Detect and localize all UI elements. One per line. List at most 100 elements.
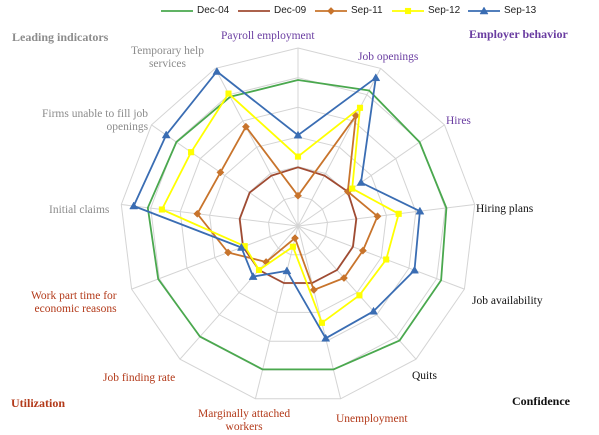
axis-label-marginally-attached-workers: Marginally attached workers xyxy=(198,408,290,434)
point-sep-11-job-availability xyxy=(358,246,367,255)
legend-swatch-sep-12 xyxy=(392,7,424,15)
legend-label-sep-13: Sep-13 xyxy=(504,5,537,16)
point-sep-13-marginally-attached-workers xyxy=(282,266,292,275)
grid-ring xyxy=(209,136,387,313)
spoke-hiring-plans xyxy=(297,204,475,227)
axis-label-line: Hiring plans xyxy=(476,203,534,215)
grid-ring xyxy=(120,47,476,400)
axis-label-line: Initial claims xyxy=(49,204,110,216)
axis-label-line: economic reasons xyxy=(34,303,117,315)
point-sep-12-initial-claims xyxy=(158,206,165,213)
point-sep-13-job-finding-rate xyxy=(248,272,258,280)
point-sep-12-firms-unable-to-fill-job-openings xyxy=(188,149,195,156)
axis-label-line: Marginally attached xyxy=(198,408,291,420)
legend-swatch-sep-13 xyxy=(468,6,500,15)
axis-label-line: openings xyxy=(106,121,149,133)
point-sep-11-hiring-plans xyxy=(373,212,382,221)
legend-label-dec-09: Dec-09 xyxy=(274,5,307,16)
series-line-dec-04 xyxy=(146,79,448,371)
axis-label-hires: Hires xyxy=(446,115,471,128)
axis-label-line: workers xyxy=(225,421,263,433)
legend-swatch-sep-11 xyxy=(315,7,347,15)
radar-grid xyxy=(120,47,476,400)
point-sep-13-job-availability xyxy=(410,265,419,274)
point-sep-12-unemployment xyxy=(318,319,325,326)
axis-label-job-availability: Job availability xyxy=(472,295,543,308)
axis-label-line: Job finding rate xyxy=(103,372,176,384)
axis-label-line: Hires xyxy=(446,115,471,127)
legend-label-dec-04: Dec-04 xyxy=(197,5,230,16)
axis-label-initial-claims: Initial claims xyxy=(49,204,109,217)
point-sep-11-marginally-attached-workers xyxy=(291,234,299,243)
point-sep-13-temporary-help-services xyxy=(212,66,222,75)
spoke-initial-claims xyxy=(121,204,299,227)
axis-label-line: Quits xyxy=(412,370,437,382)
point-sep-13-hires xyxy=(356,177,366,186)
axis-label-job-openings: Job openings xyxy=(358,51,418,64)
axis-label-payroll-employment: Payroll employment xyxy=(221,30,315,43)
axis-label-line: Firms unable to fill job xyxy=(42,108,149,120)
series-sep-12 xyxy=(158,90,402,326)
grid-ring xyxy=(179,106,417,342)
point-sep-12-marginally-attached-workers xyxy=(289,243,296,250)
point-sep-11-payroll-employment xyxy=(294,191,302,200)
series-sep-13 xyxy=(129,66,425,342)
point-sep-13-initial-claims xyxy=(129,201,139,210)
point-sep-11-initial-claims xyxy=(193,209,202,218)
point-sep-11-unemployment xyxy=(309,285,318,294)
point-sep-13-hiring-plans xyxy=(415,206,425,215)
point-sep-13-work-part-time-for-economic-reasons xyxy=(236,242,246,251)
series-line-sep-11 xyxy=(196,114,379,291)
point-sep-12-payroll-employment xyxy=(294,153,302,160)
axis-label-hiring-plans: Hiring plans xyxy=(476,203,533,216)
axis-label-work-part-time: Work part time for economic reasons xyxy=(31,290,117,316)
legend-marker-sep-13 xyxy=(479,6,489,15)
series-line-dec-09 xyxy=(238,166,358,284)
legend-marker-sep-12 xyxy=(404,7,412,15)
axis-label-temporary-help-services: Temporary help services xyxy=(131,45,204,71)
point-sep-12-job-finding-rate xyxy=(255,266,263,274)
legend-swatch-dec-04 xyxy=(161,10,193,12)
point-sep-11-firms-unable-to-fill-job-openings xyxy=(216,168,225,177)
series-sep-11 xyxy=(193,111,382,294)
grid-ring xyxy=(267,195,329,256)
group-label-employer-behavior: Employer behavior xyxy=(469,27,568,41)
point-sep-12-hires xyxy=(349,185,356,192)
axis-label-unemployment: Unemployment xyxy=(336,413,408,426)
series-line-sep-13 xyxy=(132,70,421,340)
point-sep-12-job-availability xyxy=(383,256,390,263)
point-sep-13-firms-unable-to-fill-job-openings xyxy=(161,130,171,139)
legend-swatch-dec-09 xyxy=(238,10,270,12)
point-sep-11-work-part-time-for-economic-reasons xyxy=(224,248,233,257)
point-sep-13-job-openings xyxy=(371,73,381,82)
series-dec-04 xyxy=(146,79,448,371)
axis-label-line: Job availability xyxy=(472,295,543,307)
point-sep-13-payroll-employment xyxy=(293,130,303,139)
point-sep-11-job-openings xyxy=(351,111,360,120)
point-sep-11-temporary-help-services xyxy=(241,122,250,131)
legend-marker-sep-11 xyxy=(327,7,335,15)
point-sep-12-quits xyxy=(356,292,363,299)
point-sep-13-quits xyxy=(369,306,378,315)
point-sep-12-temporary-help-services xyxy=(225,90,232,97)
axis-label-quits: Quits xyxy=(412,370,437,383)
point-sep-12-job-openings xyxy=(356,104,364,111)
axis-label-job-finding-rate: Job finding rate xyxy=(103,372,175,385)
point-sep-13-unemployment xyxy=(321,333,331,342)
axis-label-line: Unemployment xyxy=(336,413,408,425)
axis-label-line: Temporary help xyxy=(131,45,204,57)
point-sep-11-quits xyxy=(340,274,348,282)
point-sep-12-hiring-plans xyxy=(395,210,402,217)
group-label-utilization: Utilization xyxy=(11,396,65,410)
group-label-confidence: Confidence xyxy=(512,394,570,408)
axis-label-firms-unable-to-fill: Firms unable to fill job openings xyxy=(42,108,148,134)
axis-label-line: Payroll employment xyxy=(221,30,315,42)
series-line-sep-12 xyxy=(160,92,400,324)
spoke-job-availability xyxy=(297,225,465,290)
legend: Dec-04 Dec-09 Sep-11 Sep-12 Sep-13 xyxy=(0,4,599,20)
legend-label-sep-11: Sep-11 xyxy=(351,5,383,16)
spoke-job-openings xyxy=(297,68,382,227)
axis-label-line: Work part time for xyxy=(31,290,117,302)
series-dec-09 xyxy=(238,166,358,284)
